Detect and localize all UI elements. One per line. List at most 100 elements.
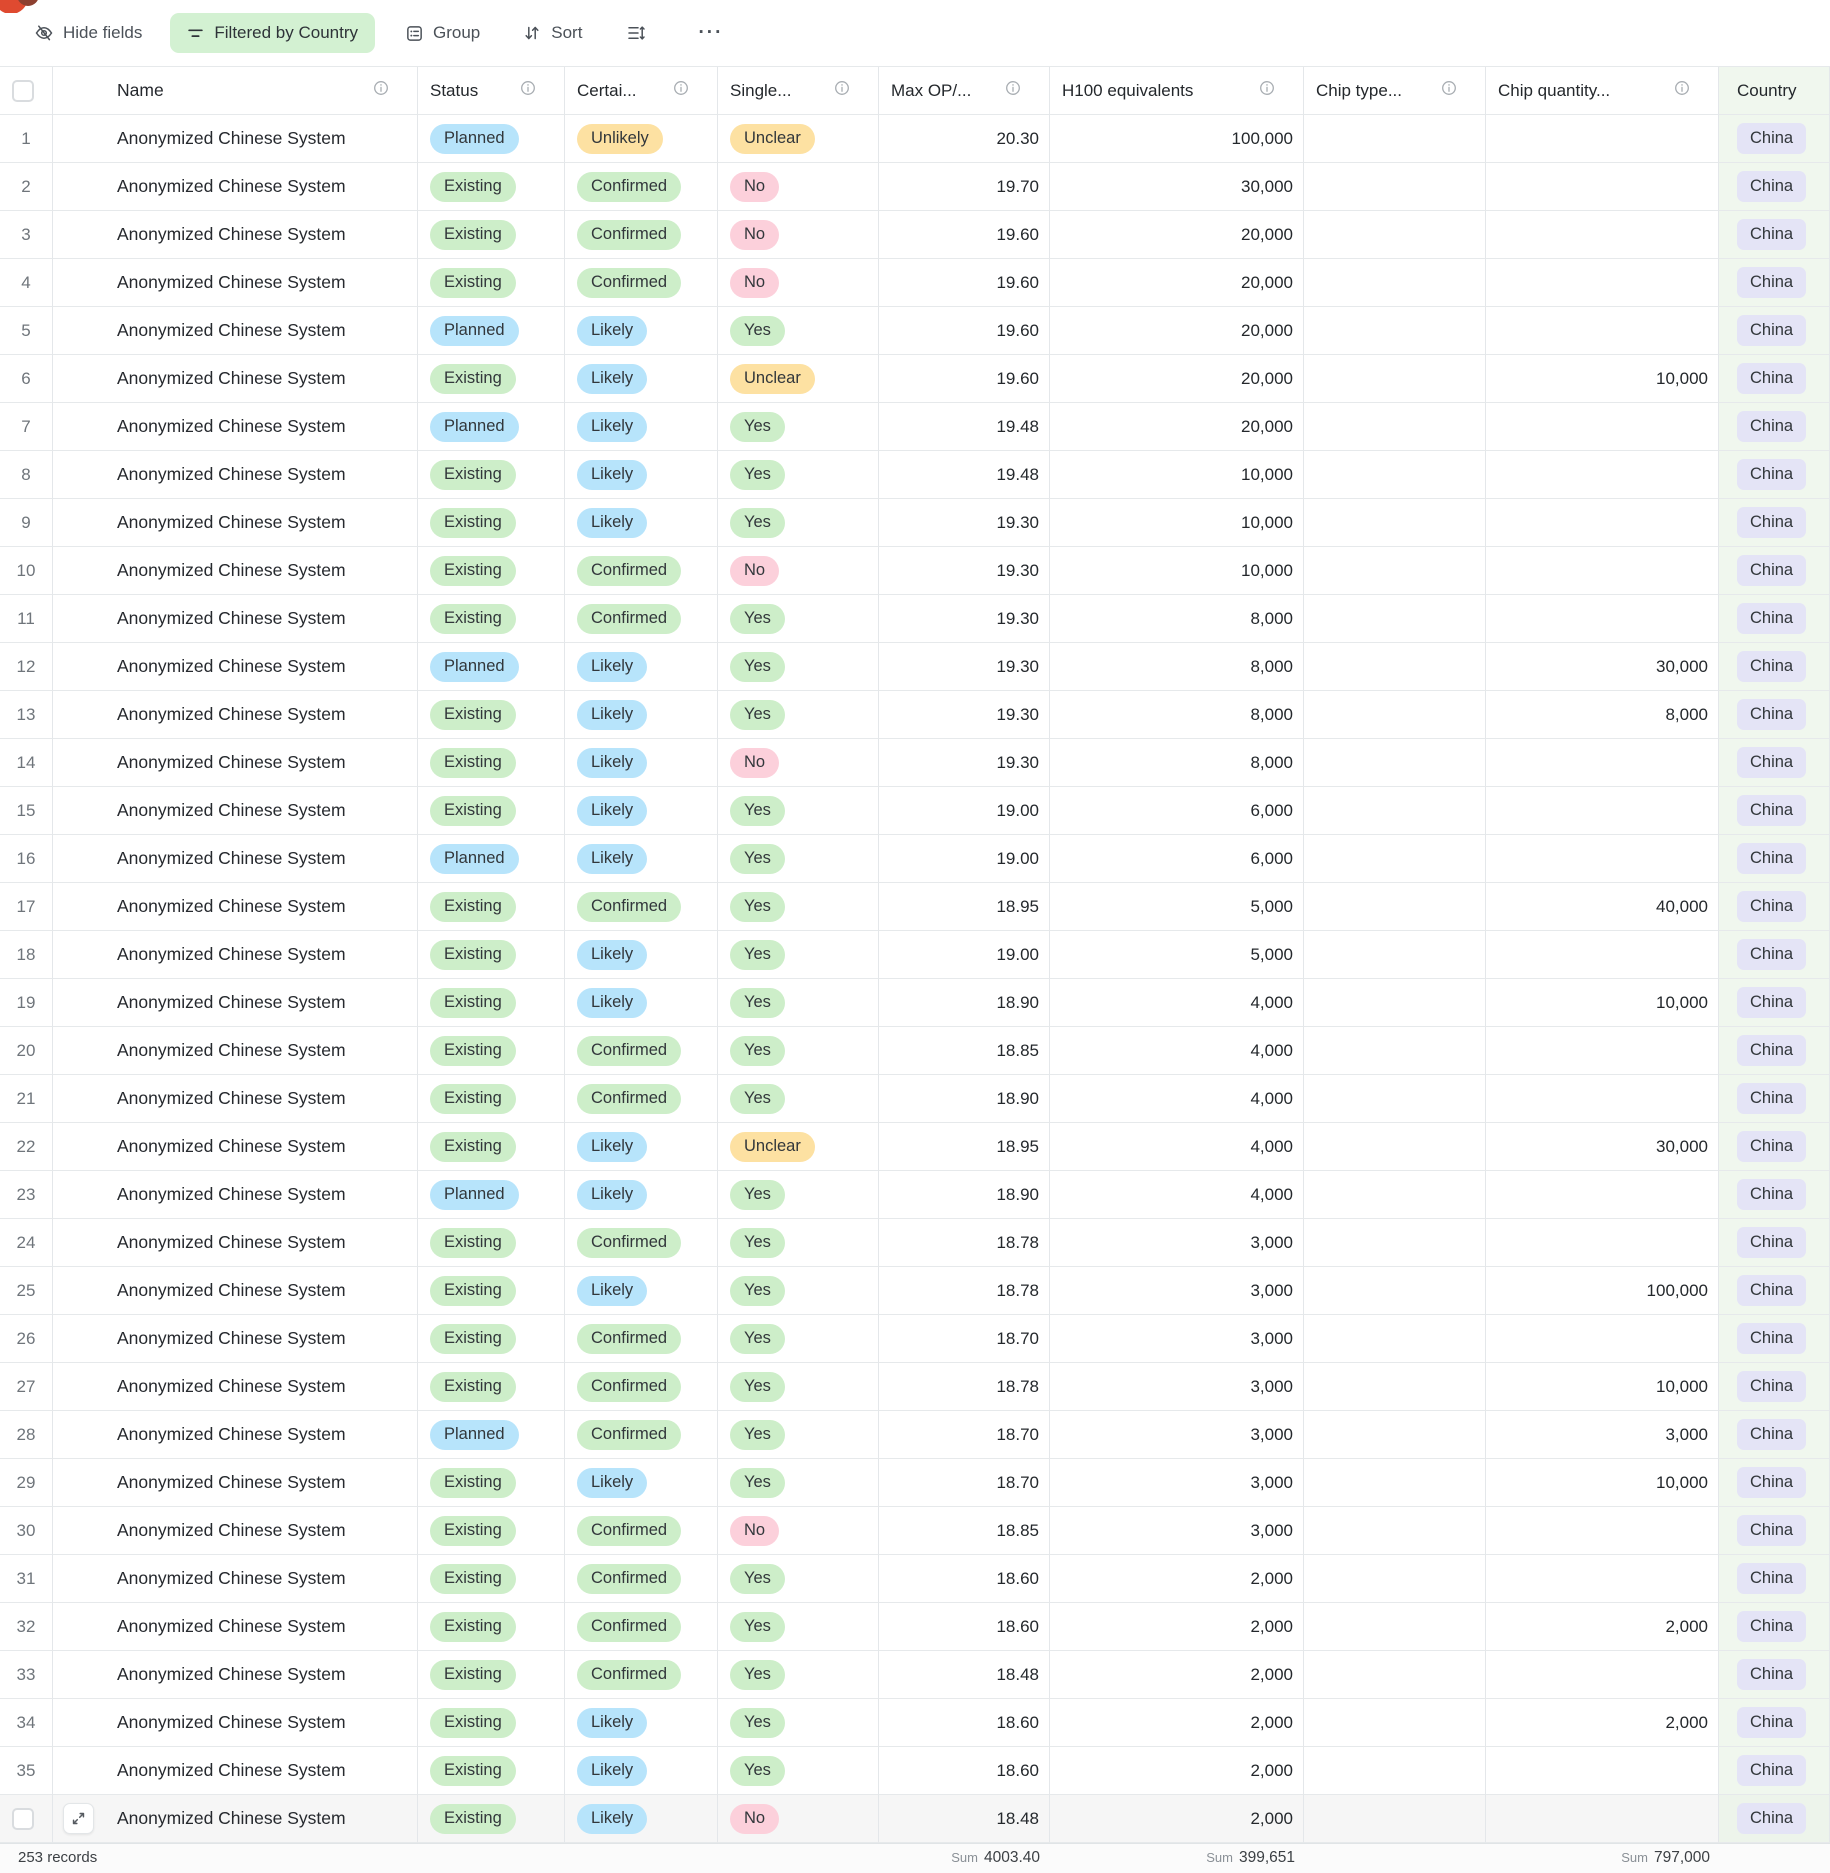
cell-name[interactable]: Anonymized Chinese System (53, 163, 418, 211)
cell-chip_type[interactable] (1304, 403, 1486, 451)
column-header-chip_qty[interactable]: Chip quantity... (1486, 67, 1719, 115)
cell-h100[interactable]: 20,000 (1050, 403, 1304, 451)
cell-chip_qty[interactable]: 10,000 (1486, 979, 1719, 1027)
column-header-max_op[interactable]: Max OP/... (879, 67, 1050, 115)
cell-handle[interactable]: 6 (0, 355, 53, 403)
cell-chip_type[interactable] (1304, 595, 1486, 643)
cell-chip_type[interactable] (1304, 739, 1486, 787)
cell-name[interactable]: Anonymized Chinese System (53, 787, 418, 835)
cell-h100[interactable]: 20,000 (1050, 211, 1304, 259)
cell-status[interactable]: Planned (418, 1411, 565, 1459)
cell-country[interactable]: China (1719, 1747, 1830, 1795)
cell-certainty[interactable]: Likely (565, 1267, 718, 1315)
cell-chip_qty[interactable]: 2,000 (1486, 1603, 1719, 1651)
cell-name[interactable]: Anonymized Chinese System (53, 1699, 418, 1747)
cell-name[interactable]: Anonymized Chinese System (53, 979, 418, 1027)
cell-chip_qty[interactable] (1486, 1747, 1719, 1795)
cell-single[interactable]: Yes (718, 835, 879, 883)
cell-certainty[interactable]: Likely (565, 499, 718, 547)
cell-country[interactable]: China (1719, 1219, 1830, 1267)
cell-chip_type[interactable] (1304, 1747, 1486, 1795)
column-header-h100[interactable]: H100 equivalents (1050, 67, 1304, 115)
more-options-icon[interactable]: ··· (698, 22, 724, 43)
cell-single[interactable]: No (718, 1507, 879, 1555)
cell-country[interactable]: China (1719, 1603, 1830, 1651)
filter-button[interactable]: Filtered by Country (170, 13, 375, 53)
cell-certainty[interactable]: Confirmed (565, 1363, 718, 1411)
cell-status[interactable]: Existing (418, 259, 565, 307)
cell-country[interactable]: China (1719, 1267, 1830, 1315)
cell-h100[interactable]: 6,000 (1050, 787, 1304, 835)
cell-name[interactable]: Anonymized Chinese System (53, 451, 418, 499)
cell-single[interactable]: No (718, 259, 879, 307)
cell-handle[interactable]: 9 (0, 499, 53, 547)
cell-country[interactable]: China (1719, 163, 1830, 211)
cell-name[interactable]: Anonymized Chinese System (53, 835, 418, 883)
cell-single[interactable]: Yes (718, 595, 879, 643)
cell-certainty[interactable]: Likely (565, 979, 718, 1027)
cell-name[interactable]: Anonymized Chinese System (53, 1315, 418, 1363)
cell-chip_qty[interactable] (1486, 1651, 1719, 1699)
cell-certainty[interactable]: Likely (565, 643, 718, 691)
cell-status[interactable]: Existing (418, 547, 565, 595)
cell-chip_type[interactable] (1304, 355, 1486, 403)
sum-max-op[interactable]: Sum 4003.40 (951, 1849, 1040, 1866)
cell-name[interactable]: Anonymized Chinese System (53, 1459, 418, 1507)
cell-name[interactable]: Anonymized Chinese System (53, 1603, 418, 1651)
cell-chip_qty[interactable] (1486, 499, 1719, 547)
cell-max_op[interactable]: 20.30 (879, 115, 1050, 163)
cell-country[interactable]: China (1719, 115, 1830, 163)
cell-chip_type[interactable] (1304, 1459, 1486, 1507)
cell-chip_type[interactable] (1304, 691, 1486, 739)
cell-h100[interactable]: 8,000 (1050, 739, 1304, 787)
cell-certainty[interactable]: Unlikely (565, 115, 718, 163)
cell-max_op[interactable]: 18.60 (879, 1603, 1050, 1651)
cell-single[interactable]: Yes (718, 1315, 879, 1363)
cell-single[interactable]: No (718, 739, 879, 787)
cell-country[interactable]: China (1719, 1651, 1830, 1699)
cell-country[interactable]: China (1719, 547, 1830, 595)
cell-single[interactable]: Yes (718, 1459, 879, 1507)
cell-handle[interactable]: 32 (0, 1603, 53, 1651)
cell-handle[interactable]: 18 (0, 931, 53, 979)
cell-max_op[interactable]: 19.60 (879, 259, 1050, 307)
cell-chip_qty[interactable] (1486, 1795, 1719, 1843)
cell-single[interactable]: Unclear (718, 1123, 879, 1171)
cell-single[interactable]: Yes (718, 1555, 879, 1603)
column-header-certainty[interactable]: Certai... (565, 67, 718, 115)
cell-status[interactable]: Existing (418, 691, 565, 739)
info-icon[interactable] (373, 80, 389, 101)
cell-status[interactable]: Existing (418, 1315, 565, 1363)
cell-name[interactable]: Anonymized Chinese System (53, 1507, 418, 1555)
cell-status[interactable]: Existing (418, 1795, 565, 1843)
cell-name[interactable]: Anonymized Chinese System (53, 355, 418, 403)
cell-chip_type[interactable] (1304, 931, 1486, 979)
cell-chip_type[interactable] (1304, 787, 1486, 835)
cell-name[interactable]: Anonymized Chinese System (53, 115, 418, 163)
cell-handle[interactable]: 24 (0, 1219, 53, 1267)
cell-status[interactable]: Existing (418, 1075, 565, 1123)
group-button[interactable]: Group (405, 23, 480, 43)
cell-chip_qty[interactable]: 2,000 (1486, 1699, 1719, 1747)
cell-chip_qty[interactable] (1486, 307, 1719, 355)
cell-name[interactable]: Anonymized Chinese System (53, 1795, 418, 1843)
cell-status[interactable]: Existing (418, 451, 565, 499)
sum-chip-quantity[interactable]: Sum 797,000 (1621, 1849, 1710, 1866)
cell-single[interactable]: No (718, 547, 879, 595)
cell-single[interactable]: Yes (718, 1747, 879, 1795)
cell-handle[interactable]: 13 (0, 691, 53, 739)
cell-single[interactable]: Yes (718, 499, 879, 547)
cell-certainty[interactable]: Confirmed (565, 1315, 718, 1363)
cell-certainty[interactable]: Confirmed (565, 1411, 718, 1459)
cell-handle[interactable]: 27 (0, 1363, 53, 1411)
cell-chip_type[interactable] (1304, 1699, 1486, 1747)
cell-name[interactable]: Anonymized Chinese System (53, 403, 418, 451)
cell-h100[interactable]: 2,000 (1050, 1795, 1304, 1843)
cell-status[interactable]: Existing (418, 1747, 565, 1795)
cell-single[interactable]: Yes (718, 1603, 879, 1651)
cell-single[interactable]: Unclear (718, 355, 879, 403)
cell-max_op[interactable]: 18.60 (879, 1555, 1050, 1603)
cell-handle[interactable]: 7 (0, 403, 53, 451)
sort-button[interactable]: Sort (522, 23, 582, 43)
cell-max_op[interactable]: 18.90 (879, 1171, 1050, 1219)
